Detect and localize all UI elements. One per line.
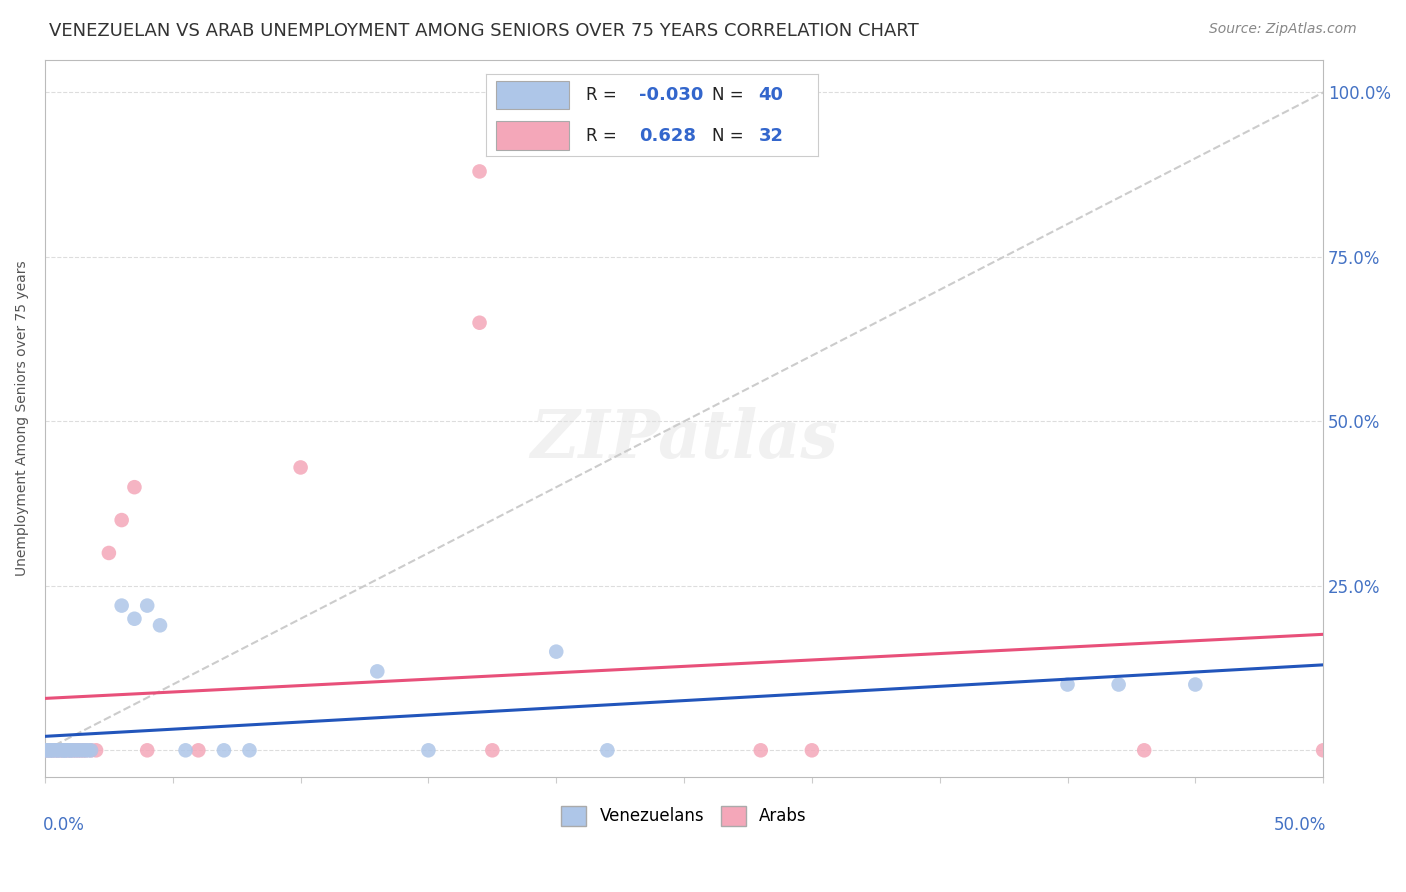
Point (174, 743, 197, 757)
Point (1133, 743, 1156, 757)
Point (46, 743, 69, 757)
Point (65, 743, 87, 757)
Point (55, 743, 77, 757)
Point (136, 743, 159, 757)
Point (62, 743, 84, 757)
Point (1108, 677, 1130, 691)
Text: 50.0%: 50.0% (1274, 816, 1326, 834)
Point (62, 743, 84, 757)
Point (59, 743, 82, 757)
Point (1184, 677, 1206, 691)
Text: VENEZUELAN VS ARAB UNEMPLOYMENT AMONG SENIORS OVER 75 YEARS CORRELATION CHART: VENEZUELAN VS ARAB UNEMPLOYMENT AMONG SE… (49, 22, 920, 40)
Point (69, 743, 91, 757)
Point (59, 743, 82, 757)
Point (80, 743, 103, 757)
Point (290, 460, 312, 475)
Point (37, 743, 59, 757)
Point (37, 743, 59, 757)
Point (41, 743, 63, 757)
Point (37, 743, 59, 757)
Point (75, 743, 97, 757)
Point (136, 599, 159, 613)
Legend: Venezuelans, Arabs: Venezuelans, Arabs (554, 799, 814, 833)
Point (39, 743, 62, 757)
Point (111, 513, 134, 527)
Point (52, 743, 75, 757)
Point (41, 743, 63, 757)
Point (111, 599, 134, 613)
Point (67, 743, 90, 757)
Point (212, 743, 235, 757)
Point (124, 480, 146, 494)
Point (72, 743, 94, 757)
Point (52, 743, 75, 757)
Point (749, 743, 772, 757)
Point (41, 743, 63, 757)
Point (1312, 743, 1334, 757)
Point (49, 743, 72, 757)
Y-axis label: Unemployment Among Seniors over 75 years: Unemployment Among Seniors over 75 years (15, 260, 30, 576)
Text: Source: ZipAtlas.com: Source: ZipAtlas.com (1209, 22, 1357, 37)
Point (56, 743, 79, 757)
Text: 0.0%: 0.0% (42, 816, 84, 834)
Point (149, 618, 172, 632)
Point (44, 743, 66, 757)
Point (468, 164, 491, 178)
Point (418, 743, 440, 757)
Point (77, 743, 100, 757)
Point (187, 743, 209, 757)
Text: ZIPatlas: ZIPatlas (530, 407, 838, 472)
Point (69, 743, 91, 757)
Point (72, 743, 94, 757)
Point (1056, 677, 1078, 691)
Point (34, 743, 56, 757)
Point (49, 743, 72, 757)
Point (84, 743, 107, 757)
Point (52, 743, 75, 757)
Point (55, 743, 77, 757)
Point (596, 743, 619, 757)
Point (39, 743, 62, 757)
Point (67, 743, 90, 757)
Point (366, 665, 388, 679)
Point (97, 546, 120, 560)
Point (75, 743, 97, 757)
Point (481, 743, 503, 757)
Point (44, 743, 66, 757)
Point (46, 743, 69, 757)
Point (55, 743, 77, 757)
Point (46, 743, 69, 757)
Point (800, 743, 823, 757)
Point (80, 743, 103, 757)
Point (468, 316, 491, 330)
Point (34, 743, 56, 757)
Point (56, 743, 79, 757)
Point (65, 743, 87, 757)
Point (546, 645, 568, 659)
Point (39, 743, 62, 757)
Point (124, 612, 146, 626)
Point (59, 743, 82, 757)
Point (238, 743, 260, 757)
